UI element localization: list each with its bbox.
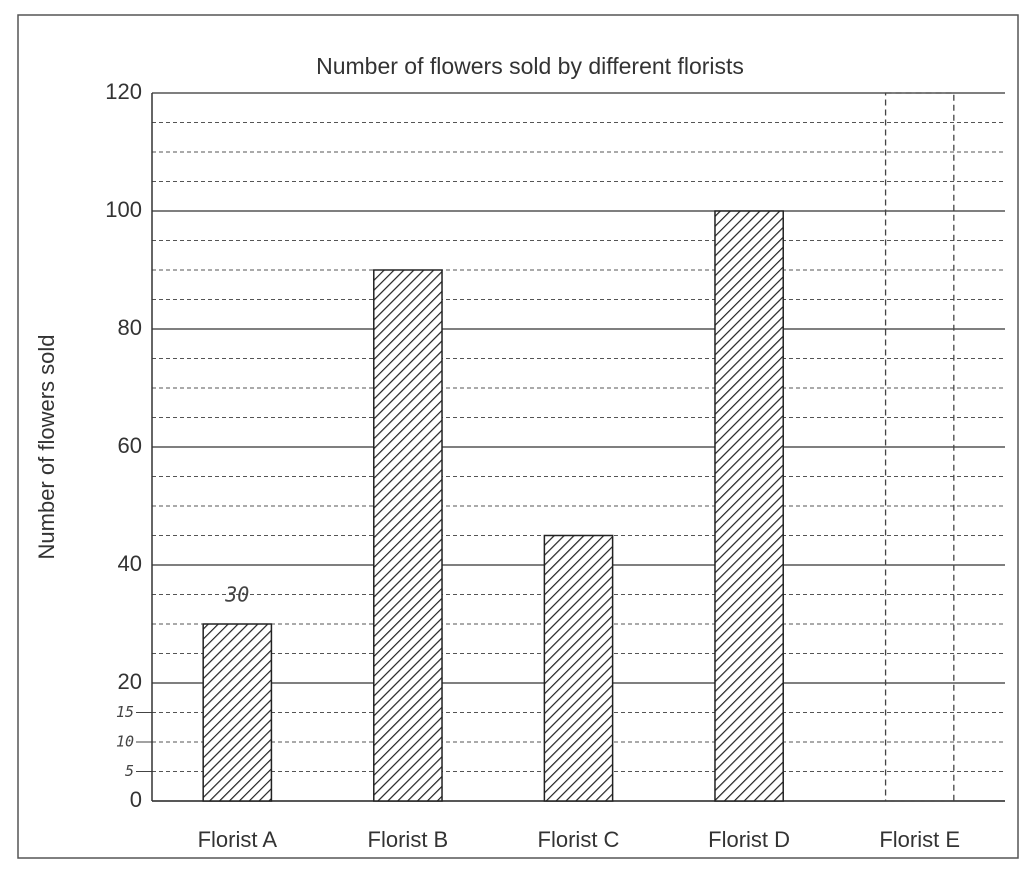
y-tick-label: 120 <box>105 79 142 104</box>
y-axis-label: Number of flowers sold <box>34 335 59 560</box>
frame <box>17 14 1019 859</box>
x-tick-label: Florist A <box>198 827 278 852</box>
y-tick-label: 20 <box>118 669 142 694</box>
empty-bar-outline <box>884 92 955 802</box>
bar <box>202 623 273 802</box>
y-tick-label: 0 <box>130 787 142 812</box>
handwritten-tick-label: 15 <box>116 703 134 721</box>
chart-title: Number of flowers sold by different flor… <box>316 53 744 79</box>
y-tick-label: 40 <box>118 551 142 576</box>
handwritten-tick-label: 10 <box>116 733 134 751</box>
y-tick-label: 100 <box>105 197 142 222</box>
bar <box>543 534 614 802</box>
handwritten-tick-label: 5 <box>125 762 134 780</box>
bar <box>714 210 784 802</box>
x-tick-label: Florist D <box>708 827 790 852</box>
x-tick-label: Florist C <box>538 827 620 852</box>
value-label: 30 <box>224 583 249 607</box>
x-tick-label: Florist B <box>368 827 449 852</box>
x-tick-label: Florist E <box>879 827 960 852</box>
y-tick-label: 60 <box>118 433 142 458</box>
y-tick-label: 80 <box>118 315 142 340</box>
bar <box>373 269 443 802</box>
